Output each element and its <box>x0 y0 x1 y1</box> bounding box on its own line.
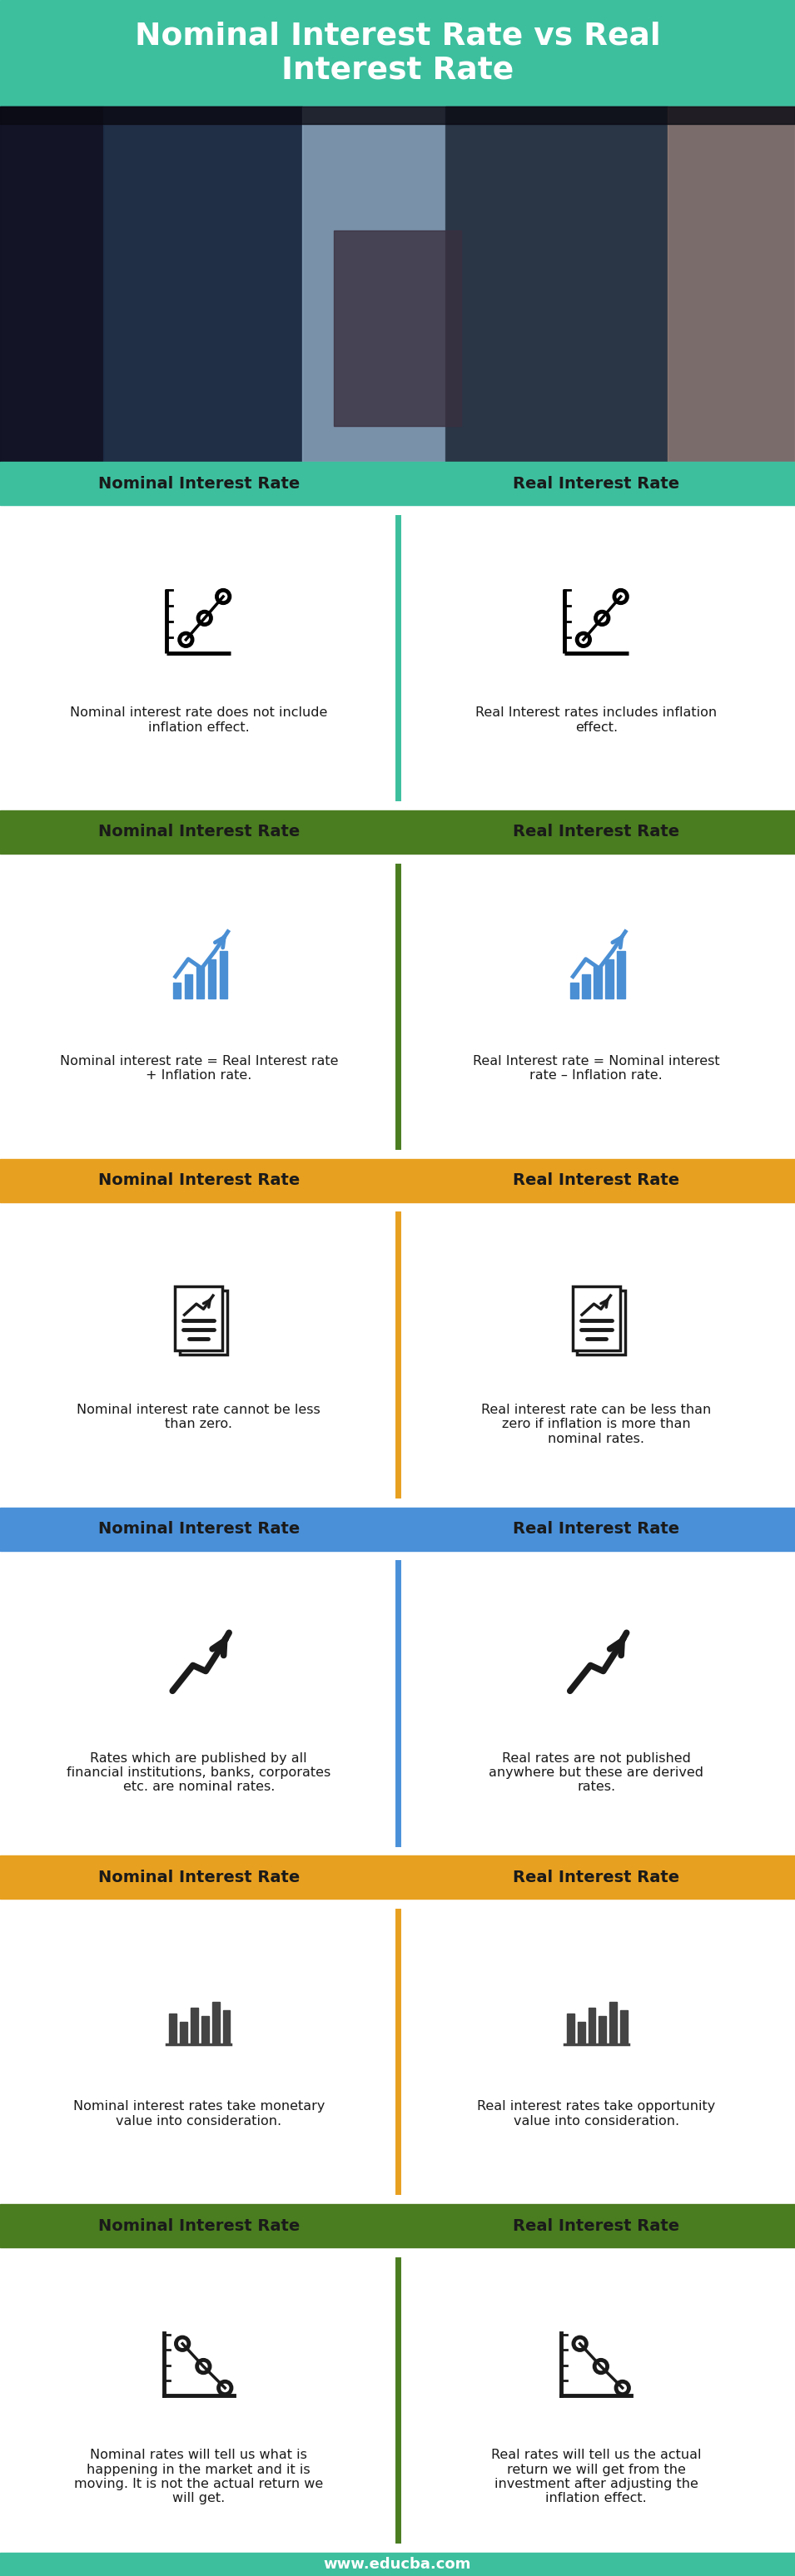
Text: Nominal interest rates take monetary
value into consideration.: Nominal interest rates take monetary val… <box>73 2099 324 2128</box>
Bar <box>334 232 461 425</box>
Bar <box>588 2007 595 2045</box>
Bar <box>0 1551 795 1855</box>
Text: Rates which are published by all
financial institutions, banks, corporates
etc. : Rates which are published by all financi… <box>67 1752 331 1793</box>
Bar <box>191 2007 198 2045</box>
Text: Real rates are not published
anywhere but these are derived
rates.: Real rates are not published anywhere bu… <box>489 1752 704 1793</box>
Text: Nominal Interest Rate vs Real
Interest Rate: Nominal Interest Rate vs Real Interest R… <box>134 21 661 85</box>
Text: Nominal Interest Rate: Nominal Interest Rate <box>98 2218 300 2233</box>
Bar <box>196 966 204 999</box>
Text: www.educba.com: www.educba.com <box>324 2558 471 2571</box>
Bar <box>0 1899 795 2205</box>
Bar <box>184 974 192 999</box>
Bar <box>599 2017 606 2045</box>
Bar <box>0 2553 795 2576</box>
Text: Nominal Interest Rate: Nominal Interest Rate <box>98 1172 300 1188</box>
Bar <box>0 1159 795 1203</box>
Bar <box>208 961 216 999</box>
Bar <box>606 961 614 999</box>
Text: Nominal Interest Rate: Nominal Interest Rate <box>98 477 300 492</box>
Text: Real Interest Rate: Real Interest Rate <box>513 1870 680 1886</box>
Bar <box>567 2014 574 2045</box>
Bar <box>173 981 181 999</box>
Text: Real Interest Rate: Real Interest Rate <box>513 824 680 840</box>
Bar <box>0 1203 795 1507</box>
Text: Nominal Interest Rate: Nominal Interest Rate <box>98 1520 300 1538</box>
Bar <box>180 2022 188 2045</box>
Bar <box>0 461 795 505</box>
Bar <box>0 1507 795 1551</box>
Bar <box>302 106 445 461</box>
Bar <box>610 2002 617 2045</box>
Text: Nominal Interest Rate: Nominal Interest Rate <box>98 824 300 840</box>
Bar <box>219 951 227 999</box>
Bar <box>668 106 795 461</box>
Text: Real rates will tell us the actual
return we will get from the
investment after : Real rates will tell us the actual retur… <box>491 2450 701 2504</box>
Bar <box>571 981 579 999</box>
Text: Real Interest rates includes inflation
effect.: Real Interest rates includes inflation e… <box>475 706 717 734</box>
Text: Real Interest Rate: Real Interest Rate <box>513 2218 680 2233</box>
Bar <box>223 2009 230 2045</box>
Text: Real Interest rate = Nominal interest
rate – Inflation rate.: Real Interest rate = Nominal interest ra… <box>473 1056 719 1082</box>
Bar <box>577 2022 585 2045</box>
Text: Real Interest Rate: Real Interest Rate <box>513 477 680 492</box>
Bar <box>572 1285 620 1350</box>
Bar <box>0 106 795 461</box>
Bar <box>0 0 795 106</box>
Text: Nominal Interest Rate: Nominal Interest Rate <box>98 1870 300 1886</box>
Bar <box>0 505 795 811</box>
Bar <box>0 2205 795 2246</box>
Bar <box>103 106 302 461</box>
Bar <box>0 811 795 853</box>
Text: Nominal interest rate cannot be less
than zero.: Nominal interest rate cannot be less tha… <box>77 1404 320 1430</box>
Bar <box>180 1291 227 1355</box>
Bar <box>577 1291 625 1355</box>
Text: Real interest rate can be less than
zero if inflation is more than
nominal rates: Real interest rate can be less than zero… <box>481 1404 712 1445</box>
Bar <box>169 2014 176 2045</box>
Text: Real Interest Rate: Real Interest Rate <box>513 1520 680 1538</box>
Text: Real interest rates take opportunity
value into consideration.: Real interest rates take opportunity val… <box>477 2099 716 2128</box>
Text: Nominal interest rate = Real Interest rate
+ Inflation rate.: Nominal interest rate = Real Interest ra… <box>60 1056 338 1082</box>
Bar <box>617 951 625 999</box>
Text: Real Interest Rate: Real Interest Rate <box>513 1172 680 1188</box>
Bar <box>594 966 602 999</box>
Bar <box>0 1855 795 1899</box>
Bar <box>582 974 590 999</box>
Bar <box>212 2002 219 2045</box>
Bar <box>175 1285 223 1350</box>
Text: Nominal interest rate does not include
inflation effect.: Nominal interest rate does not include i… <box>70 706 328 734</box>
Bar <box>0 106 795 124</box>
Bar <box>201 2017 208 2045</box>
Bar <box>0 106 103 461</box>
Bar <box>445 106 668 461</box>
Bar <box>0 853 795 1159</box>
Bar <box>620 2009 627 2045</box>
Bar <box>0 2246 795 2553</box>
Text: Nominal rates will tell us what is
happening in the market and it is
moving. It : Nominal rates will tell us what is happe… <box>74 2450 324 2504</box>
